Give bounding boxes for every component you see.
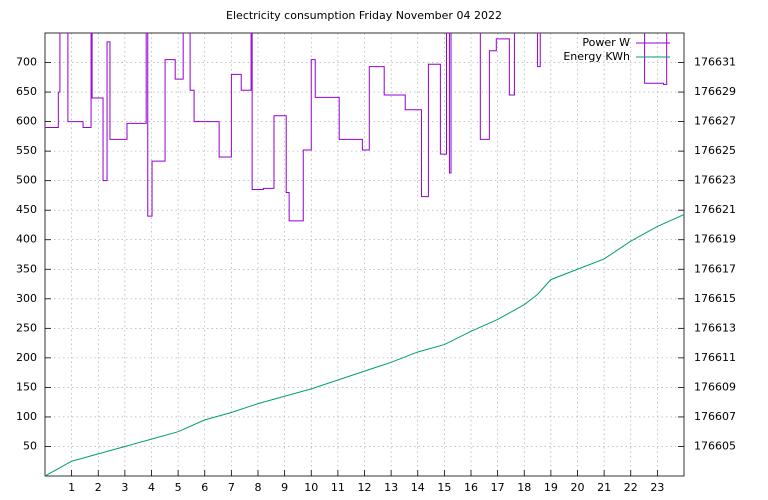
plot-area — [45, 33, 684, 476]
x-tick-label: 5 — [175, 481, 182, 494]
x-tick-label: 16 — [464, 481, 478, 494]
y2-tick-label: 176611 — [694, 351, 736, 364]
x-tick-label: 13 — [384, 481, 398, 494]
y-tick-label: 500 — [16, 174, 37, 187]
x-tick-label: 17 — [491, 481, 505, 494]
series-line — [45, 33, 668, 222]
y-tick-label: 600 — [16, 115, 37, 128]
y2-tick-label: 176621 — [694, 203, 736, 216]
y-tick-label: 150 — [16, 380, 37, 393]
y2-tick-label: 176619 — [694, 233, 736, 246]
x-tick-label: 12 — [358, 481, 372, 494]
x-tick-label: 1 — [68, 481, 75, 494]
x-tick-label: 18 — [517, 481, 531, 494]
x-tick-label: 21 — [597, 481, 611, 494]
y2-tick-label: 176613 — [694, 321, 736, 334]
x-tick-label: 23 — [650, 481, 664, 494]
plot-border — [44, 32, 685, 477]
chart-title: Electricity consumption Friday November … — [226, 9, 502, 22]
x-tick-label: 4 — [148, 481, 155, 494]
x-tick-label: 9 — [281, 481, 288, 494]
series-line — [45, 214, 684, 476]
x-tick-label: 14 — [411, 481, 425, 494]
x-tick-label: 15 — [437, 481, 451, 494]
y-tick-label: 400 — [16, 233, 37, 246]
y2-tick-label: 176631 — [694, 56, 736, 69]
x-tick-label: 8 — [255, 481, 262, 494]
x-tick-label: 2 — [95, 481, 102, 494]
x-tick-label: 19 — [544, 481, 558, 494]
x-tick-label: 11 — [331, 481, 345, 494]
y-tick-label: 650 — [16, 85, 37, 98]
y-tick-label: 450 — [16, 203, 37, 216]
y2-tick-label: 176617 — [694, 262, 736, 275]
y-tick-label: 50 — [23, 439, 37, 452]
x-tick-label: 20 — [571, 481, 585, 494]
x-tick-label: 6 — [201, 481, 208, 494]
y2-tick-label: 176627 — [694, 115, 736, 128]
y2-tick-label: 176623 — [694, 174, 736, 187]
y2-tick-label: 176615 — [694, 292, 736, 305]
x-tick-label: 3 — [121, 481, 128, 494]
x-tick-label: 7 — [228, 481, 235, 494]
y2-tick-label: 176605 — [694, 439, 736, 452]
y2-tick-label: 176609 — [694, 380, 736, 393]
y2-tick-label: 176629 — [694, 85, 736, 98]
legend-label: Power W — [582, 36, 630, 49]
y-tick-label: 100 — [16, 410, 37, 423]
legend-label: Energy KWh — [563, 50, 630, 63]
y-tick-label: 700 — [16, 56, 37, 69]
y-tick-label: 350 — [16, 262, 37, 275]
y-tick-label: 550 — [16, 144, 37, 157]
y-tick-label: 250 — [16, 321, 37, 334]
y-tick-label: 300 — [16, 292, 37, 305]
x-tick-label: 10 — [304, 481, 318, 494]
y2-tick-label: 176607 — [694, 410, 736, 423]
y-tick-label: 200 — [16, 351, 37, 364]
x-tick-label: 22 — [624, 481, 638, 494]
y2-tick-label: 176625 — [694, 144, 736, 157]
